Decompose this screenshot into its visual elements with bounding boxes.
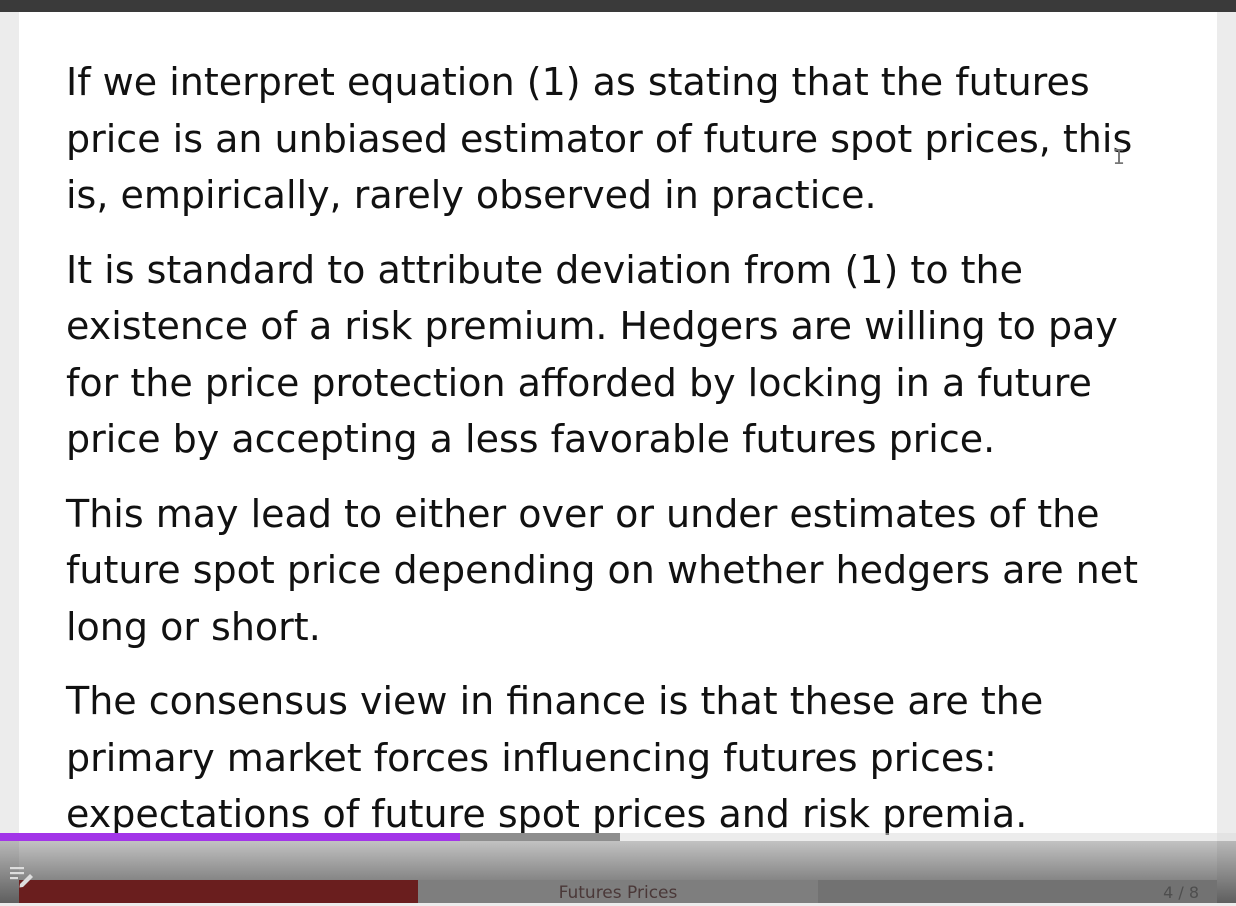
text-line: The consensus view in finance is that th… — [66, 679, 1044, 723]
text-line: primary market forces influencing future… — [66, 735, 997, 780]
paragraph-4: The consensus view in finance is that th… — [66, 673, 1206, 843]
slide: If we interpret equation (1) as stating … — [19, 12, 1217, 903]
text-line: long or short. — [66, 604, 321, 649]
progress-played — [0, 833, 460, 841]
text-cursor-icon: I — [1113, 145, 1126, 169]
text-line: If we interpret equation (1) as stating … — [66, 60, 1090, 104]
text-line: is, empirically, rarely observed in prac… — [66, 173, 877, 217]
text-line: for the price protection afforded by loc… — [66, 360, 1092, 405]
text-line: future spot price depending on whether h… — [66, 548, 1139, 592]
text-line: expectations of future spot prices and r… — [66, 792, 1028, 836]
video-top-bar — [0, 0, 1236, 12]
footer-page-number: 4 / 8 — [818, 880, 1217, 903]
text-line: This may lead to either over or under es… — [66, 491, 1100, 536]
text-line: It is standard to attribute deviation fr… — [66, 247, 1024, 292]
slide-footer: Futures Prices 4 / 8 — [19, 880, 1217, 903]
paragraph-3: This may lead to either over or under es… — [66, 486, 1206, 656]
text-line: price by accepting a less favorable futu… — [66, 417, 996, 461]
text-line: price is an unbiased estimator of future… — [66, 116, 1133, 161]
paragraph-1: If we interpret equation (1) as stating … — [66, 54, 1206, 224]
text-line: existence of a risk premium. Hedgers are… — [66, 304, 1118, 348]
slide-body: If we interpret equation (1) as stating … — [66, 54, 1206, 861]
paragraph-2: It is standard to attribute deviation fr… — [66, 242, 1206, 468]
video-progress-bar[interactable] — [0, 833, 1236, 841]
footer-left-band — [19, 880, 418, 903]
footer-title: Futures Prices — [418, 880, 818, 903]
playlist-edit-icon[interactable] — [8, 862, 38, 890]
